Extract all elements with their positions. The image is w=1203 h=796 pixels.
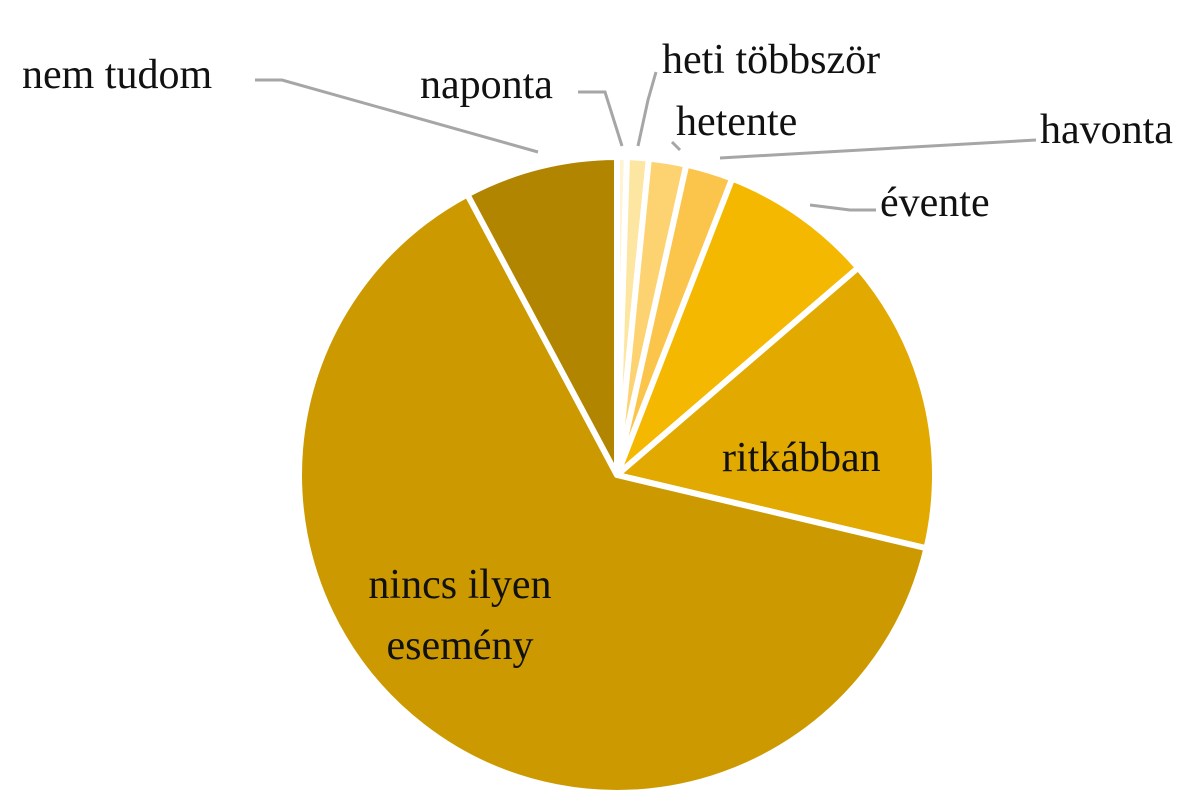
slice-label: heti többször <box>662 37 881 83</box>
pie-slice <box>464 154 620 478</box>
slice-label: naponta <box>420 62 553 108</box>
leader-line <box>719 138 1037 160</box>
pie-slice <box>614 264 938 552</box>
slice-label: ritkábban <box>722 435 881 481</box>
slice-label: nincs ilyen esemény <box>368 562 552 669</box>
slice-label: havonta <box>1040 107 1173 153</box>
leader-line <box>636 71 658 147</box>
leader-line <box>809 203 876 212</box>
slice-label: nem tudom <box>22 52 213 98</box>
slice-label: évente <box>880 180 990 226</box>
leader-line <box>578 90 624 147</box>
slice-label: hetente <box>676 99 798 145</box>
pie-slice <box>296 191 930 796</box>
pie-slice <box>614 175 862 478</box>
leader-line <box>255 78 539 154</box>
leader-line <box>670 140 682 152</box>
